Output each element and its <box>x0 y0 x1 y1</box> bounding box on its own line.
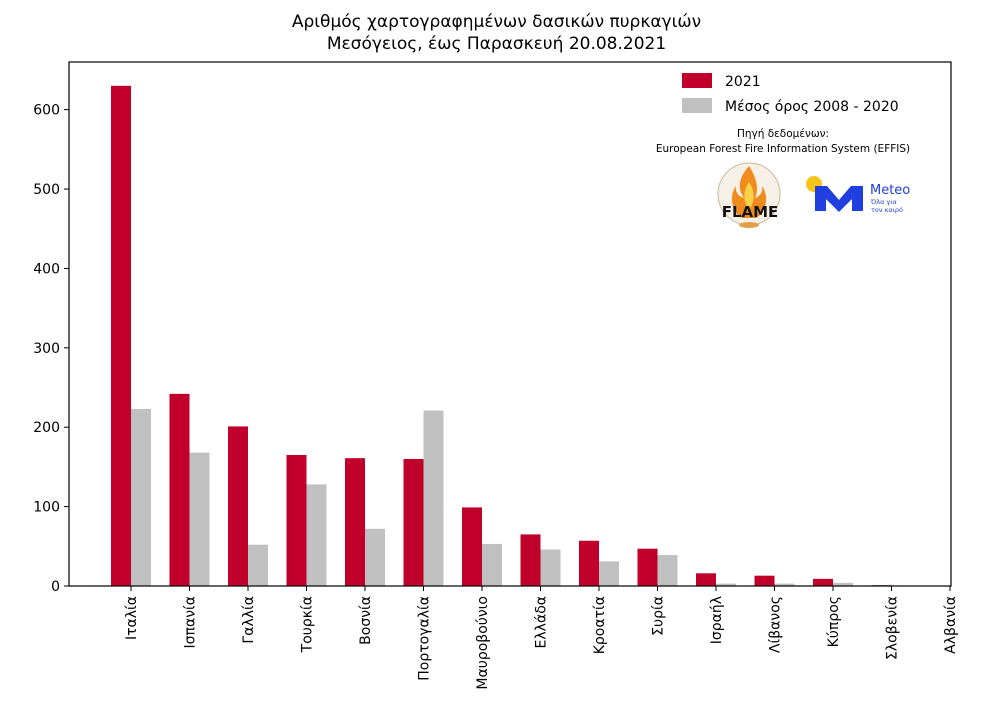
bar-2021-12 <box>813 578 833 586</box>
x-tick-label-0: Ιταλία <box>124 596 140 640</box>
meteo-logo: Meteo Όλα για τον καιρό <box>806 176 910 214</box>
x-tick-label-5: Πορτογαλία <box>417 596 433 681</box>
bar-2021-6 <box>462 507 482 586</box>
bar-2021-2 <box>228 426 248 586</box>
y-tick-label-5: 500 <box>33 182 60 198</box>
bar-average-8 <box>599 561 619 586</box>
bar-2021-5 <box>403 458 424 586</box>
meteo-m-icon <box>815 186 863 212</box>
y-tick-label-3: 300 <box>33 341 60 357</box>
x-tick-labels: Ιταλία Ισπανία Γαλλία Τουρκία Βοσνία Πορτογαλ… <box>124 586 959 690</box>
bar-average-3 <box>306 484 327 586</box>
bar-average-5 <box>423 410 444 586</box>
bar-2021-8 <box>579 540 599 586</box>
flame-logo: FLAME <box>717 162 781 228</box>
legend-swatch-2021 <box>682 73 712 88</box>
bar-2021-11 <box>754 575 775 586</box>
x-tick-label-13: Σλοβενία <box>885 596 901 660</box>
bar-average-1 <box>189 452 210 586</box>
bar-2021-9 <box>637 548 658 586</box>
bar-2021-4 <box>345 458 365 586</box>
x-tick-label-1: Ισπανία <box>183 596 199 648</box>
x-tick-label-7: Ελλάδα <box>534 596 550 648</box>
meteo-logo-name: Meteo <box>870 183 910 198</box>
source-label: Πηγή δεδομένων: <box>737 128 829 140</box>
x-tick-label-11: Λίβανος <box>768 596 784 653</box>
meteo-logo-tagline-1: Όλα για <box>870 198 897 206</box>
bar-2021-3 <box>286 455 307 586</box>
bar-average-0 <box>131 408 151 586</box>
bar-2021-1 <box>169 393 190 586</box>
legend-label-2021: 2021 <box>725 74 761 90</box>
bar-2021-0 <box>111 85 131 587</box>
x-tick-label-4: Βοσνία <box>358 596 374 645</box>
y-tick-label-6: 600 <box>33 103 60 119</box>
y-tick-labels: 0 100 200 300 400 500 600 <box>33 103 69 595</box>
y-tick-label-0: 0 <box>51 579 60 595</box>
bar-average-2 <box>248 544 268 586</box>
legend-swatch-average <box>682 98 712 113</box>
bar-average-11 <box>774 583 795 586</box>
bar-average-10 <box>716 583 736 586</box>
plot-frame <box>68 61 952 587</box>
bar-average-9 <box>657 555 678 586</box>
x-tick-label-9: Συρία <box>651 596 667 636</box>
bar-2021-7 <box>520 534 541 586</box>
x-tick-label-3: Τουρκία <box>300 596 316 653</box>
x-tick-label-8: Κροατία <box>592 596 608 654</box>
bar-average-6 <box>482 543 502 586</box>
y-tick-label-2: 200 <box>33 420 60 436</box>
x-tick-label-12: Κύπρος <box>826 596 842 647</box>
legend: 2021 Μέσος όρος 2008 - 2020 <box>682 73 899 115</box>
bar-average-12 <box>833 582 853 586</box>
flame-logo-text: FLAME <box>722 203 779 221</box>
y-tick-label-1: 100 <box>33 500 60 516</box>
chart-title: Αριθμός χαρτογραφημένων δασικών πυρκαγιώ… <box>291 12 702 32</box>
x-tick-label-6: Μαυροβούνιο <box>475 596 491 690</box>
bar-2021-10 <box>696 573 716 586</box>
x-tick-label-10: Ισραήλ <box>709 596 725 644</box>
source-name: European Forest Fire Information System … <box>656 143 910 155</box>
axes-group <box>68 61 952 587</box>
bars-group <box>111 85 892 587</box>
bar-average-7 <box>540 549 561 586</box>
chart-subtitle: Μεσόγειος, έως Παρασκευή 20.08.2021 <box>326 34 667 54</box>
meteo-logo-tagline-2: τον καιρό <box>871 206 903 214</box>
legend-label-average: Μέσος όρος 2008 - 2020 <box>725 99 899 115</box>
bar-average-4 <box>365 528 385 586</box>
source-annotation: Πηγή δεδομένων: European Forest Fire Inf… <box>656 128 910 155</box>
x-tick-label-14: Αλβανία <box>943 596 959 654</box>
y-tick-label-4: 400 <box>33 261 60 277</box>
x-tick-label-2: Γαλλία <box>241 596 257 644</box>
